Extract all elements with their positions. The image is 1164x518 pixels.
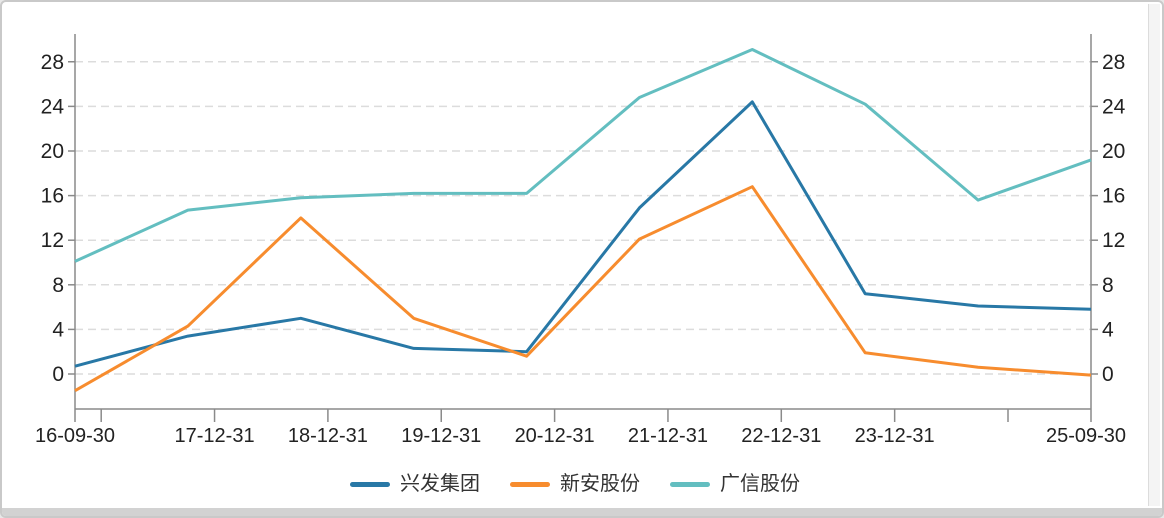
x-axis-label: 25-09-30 xyxy=(1046,425,1126,447)
legend-swatch-icon xyxy=(510,481,550,487)
legend-label: 新安股份 xyxy=(560,473,640,495)
legend-item-xinan-gufen[interactable]: 新安股份 xyxy=(510,474,640,494)
x-axis-label: 17-12-31 xyxy=(175,425,255,447)
x-axis-label: 19-12-31 xyxy=(401,425,481,447)
y-axis-label-right: 20 xyxy=(1102,140,1125,163)
right-edge-strip xyxy=(1148,4,1160,506)
bottom-edge-strip xyxy=(2,508,1162,516)
x-axis-label: 16-09-30 xyxy=(35,425,115,447)
y-axis-label-right: 8 xyxy=(1102,274,1114,297)
legend-swatch-icon xyxy=(350,481,390,487)
legend: 兴发集团 新安股份 广信股份 xyxy=(2,470,1148,498)
x-axis-label: 18-12-31 xyxy=(288,425,368,447)
y-axis-label-left: 28 xyxy=(41,51,64,74)
y-axis-label-right: 28 xyxy=(1102,51,1125,74)
y-axis-label-right: 4 xyxy=(1102,318,1114,341)
x-axis-label: 20-12-31 xyxy=(515,425,595,447)
y-axis-label-right: 24 xyxy=(1102,95,1126,118)
y-axis-label-left: 24 xyxy=(41,95,65,118)
series-line-新安股份 xyxy=(74,185,1092,393)
y-axis-label-left: 20 xyxy=(41,140,64,163)
legend-label: 广信股份 xyxy=(720,473,800,495)
legend-item-guangxin-gufen[interactable]: 广信股份 xyxy=(670,474,800,494)
series-line-广信股份 xyxy=(74,48,1092,263)
y-axis-label-right: 12 xyxy=(1102,229,1125,252)
y-axis-label-left: 16 xyxy=(41,185,64,208)
legend-item-xingfa-jituan[interactable]: 兴发集团 xyxy=(350,474,480,494)
legend-label: 兴发集团 xyxy=(400,473,480,495)
x-axis-label: 22-12-31 xyxy=(741,425,821,447)
legend-swatch-icon xyxy=(670,481,710,487)
x-axis-label: 21-12-31 xyxy=(628,425,708,447)
y-axis-label-left: 8 xyxy=(52,274,64,297)
y-axis-label-right: 0 xyxy=(1102,363,1114,386)
series-line-兴发集团 xyxy=(74,100,1092,368)
y-axis-label-left: 0 xyxy=(52,363,64,386)
y-axis-label-left: 4 xyxy=(52,318,64,341)
y-axis-label-left: 12 xyxy=(41,229,64,252)
y-axis-label-right: 16 xyxy=(1102,185,1125,208)
x-axis-label: 23-12-31 xyxy=(855,425,935,447)
